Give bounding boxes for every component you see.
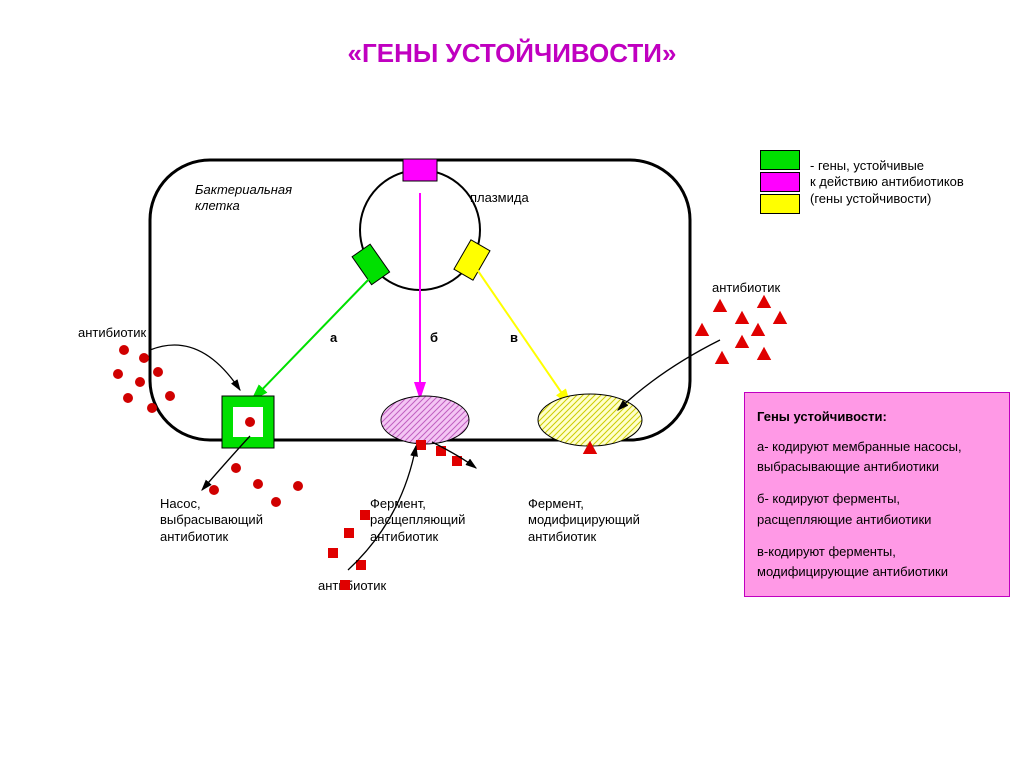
diagram-svg: [0, 0, 1024, 768]
